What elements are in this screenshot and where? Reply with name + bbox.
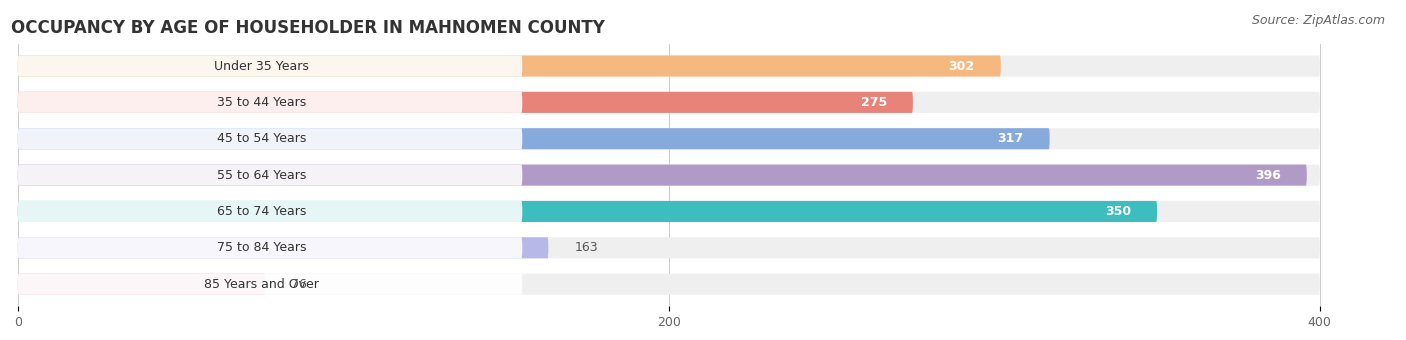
Text: Source: ZipAtlas.com: Source: ZipAtlas.com <box>1251 14 1385 27</box>
Text: 75 to 84 Years: 75 to 84 Years <box>217 241 307 254</box>
FancyBboxPatch shape <box>18 92 1320 113</box>
FancyBboxPatch shape <box>18 165 522 186</box>
FancyBboxPatch shape <box>18 274 522 295</box>
Text: 317: 317 <box>997 132 1024 145</box>
Text: 275: 275 <box>860 96 887 109</box>
FancyBboxPatch shape <box>18 201 1157 222</box>
Text: 55 to 64 Years: 55 to 64 Years <box>217 169 307 182</box>
FancyBboxPatch shape <box>18 201 1320 222</box>
Text: 396: 396 <box>1256 169 1281 182</box>
Text: 76: 76 <box>291 278 307 291</box>
Text: 302: 302 <box>949 59 974 72</box>
FancyBboxPatch shape <box>18 274 1320 295</box>
FancyBboxPatch shape <box>18 55 1001 76</box>
FancyBboxPatch shape <box>18 274 266 295</box>
Text: 85 Years and Over: 85 Years and Over <box>204 278 319 291</box>
FancyBboxPatch shape <box>18 55 522 76</box>
Text: 65 to 74 Years: 65 to 74 Years <box>217 205 307 218</box>
Text: 350: 350 <box>1105 205 1130 218</box>
FancyBboxPatch shape <box>18 165 1320 186</box>
FancyBboxPatch shape <box>18 55 1320 76</box>
Text: 163: 163 <box>575 241 598 254</box>
Text: OCCUPANCY BY AGE OF HOUSEHOLDER IN MAHNOMEN COUNTY: OCCUPANCY BY AGE OF HOUSEHOLDER IN MAHNO… <box>11 19 605 37</box>
FancyBboxPatch shape <box>18 128 1320 149</box>
Text: 35 to 44 Years: 35 to 44 Years <box>218 96 307 109</box>
FancyBboxPatch shape <box>18 92 522 113</box>
FancyBboxPatch shape <box>18 237 522 258</box>
FancyBboxPatch shape <box>18 92 912 113</box>
FancyBboxPatch shape <box>18 128 522 149</box>
FancyBboxPatch shape <box>18 237 548 258</box>
FancyBboxPatch shape <box>18 128 1050 149</box>
Text: Under 35 Years: Under 35 Years <box>215 59 309 72</box>
FancyBboxPatch shape <box>18 237 1320 258</box>
FancyBboxPatch shape <box>18 165 1306 186</box>
FancyBboxPatch shape <box>18 201 522 222</box>
Text: 45 to 54 Years: 45 to 54 Years <box>217 132 307 145</box>
